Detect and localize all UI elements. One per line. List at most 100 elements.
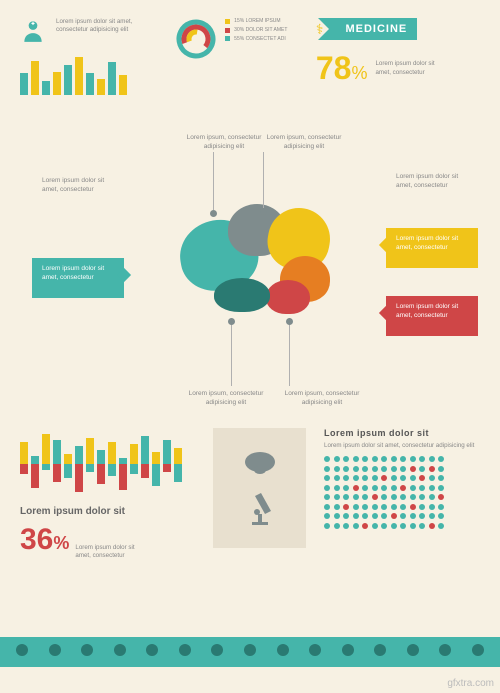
dot [324,523,330,529]
dot [334,513,340,519]
legend-swatch [225,19,230,24]
brain-lobe [266,280,310,314]
dot [372,513,378,519]
dot [410,523,416,529]
callout-label: Lorem ipsum, consectetur adipisicing eli… [282,390,362,408]
dot [381,456,387,462]
comp-seg-up [174,448,182,464]
comp-col [53,428,61,500]
dot [324,494,330,500]
dot [334,523,340,529]
lungs-icon [46,641,64,664]
dot-text: Lorem ipsum dolor sit amet, consectetur … [324,442,480,450]
callout-dot [286,318,293,325]
legend-label: 15% LOREM IPSUM [234,18,280,25]
dot [343,456,349,462]
hand-icon [404,641,422,664]
dot [438,485,444,491]
comp-col [75,428,83,500]
speech-bubble: Lorem ipsum dolor sit amet, consectetur [386,166,478,200]
legend-row: 55% CONSECTET ADI [225,36,287,43]
dot-row [324,475,480,481]
dot [372,485,378,491]
intestine-icon [208,641,226,664]
callout-label: Lorem ipsum, consectetur adipisicing eli… [184,134,264,152]
dot [334,456,340,462]
dot [334,466,340,472]
heart-icon [13,641,31,664]
dot [343,504,349,510]
comp-seg-up [130,444,138,464]
joint-icon [306,641,324,664]
composite-pct: 36% [20,523,69,557]
comp-seg-down [163,464,171,472]
bar [119,75,127,95]
dot [372,466,378,472]
dot [410,494,416,500]
top-pct: 78% [316,50,368,87]
dot [391,466,397,472]
dot [410,466,416,472]
dot [419,513,425,519]
dot [372,475,378,481]
callout-line [231,318,232,386]
comp-seg-down [130,464,138,474]
brain-icon [436,641,454,664]
speech-bubble: Lorem ipsum dolor sit amet, consectetur [32,258,124,298]
donut-panel: 15% LOREM IPSUM 30% DOLOR SIT AMET 55% CON… [175,18,296,108]
legend-row: 30% DOLOR SIT AMET [225,27,287,34]
comp-seg-up [141,436,149,464]
callout-dot [210,210,217,217]
dot [410,475,416,481]
dot [362,485,368,491]
comp-seg-down [86,464,94,472]
comp-col [86,428,94,500]
composite-text: Lorem ipsum dolor sit amet, consectetur [75,544,145,561]
top-left-panel: Lorem ipsum dolor sit amet, consectetur … [20,18,155,108]
comp-col [119,428,127,500]
comp-col [108,428,116,500]
dot [353,513,359,519]
dot [391,513,397,519]
dot [419,485,425,491]
callout-line [213,152,214,210]
dot [400,485,406,491]
dot [362,504,368,510]
dot [438,466,444,472]
dot [410,513,416,519]
comp-col [163,428,171,500]
dot [429,485,435,491]
dot [400,523,406,529]
comp-seg-down [97,464,105,484]
dot-title: Lorem ipsum dolor sit [324,428,480,438]
dot [362,456,368,462]
dot [343,485,349,491]
legend-row: 15% LOREM IPSUM [225,18,287,25]
dot [372,523,378,529]
speech-bubble: Lorem ipsum dolor sit amet, consectetur [386,228,478,268]
dot [419,494,425,500]
bar [75,57,83,95]
legend-swatch [225,36,230,41]
dot [353,504,359,510]
dot [438,475,444,481]
comp-col [174,428,182,500]
comp-seg-up [42,434,50,464]
dot [400,456,406,462]
ribbon-label: MEDICINE [345,23,407,35]
legend-swatch [225,28,230,33]
comp-col [20,428,28,500]
dot [334,504,340,510]
comp-seg-down [108,464,116,476]
comp-seg-up [20,442,28,464]
callout-dot [228,318,235,325]
dot [429,475,435,481]
dot [438,494,444,500]
callout-line [263,152,264,208]
dot [429,456,435,462]
comp-col [31,428,39,500]
dot [353,475,359,481]
dot [391,485,397,491]
dot [400,466,406,472]
comp-seg-up [86,438,94,464]
